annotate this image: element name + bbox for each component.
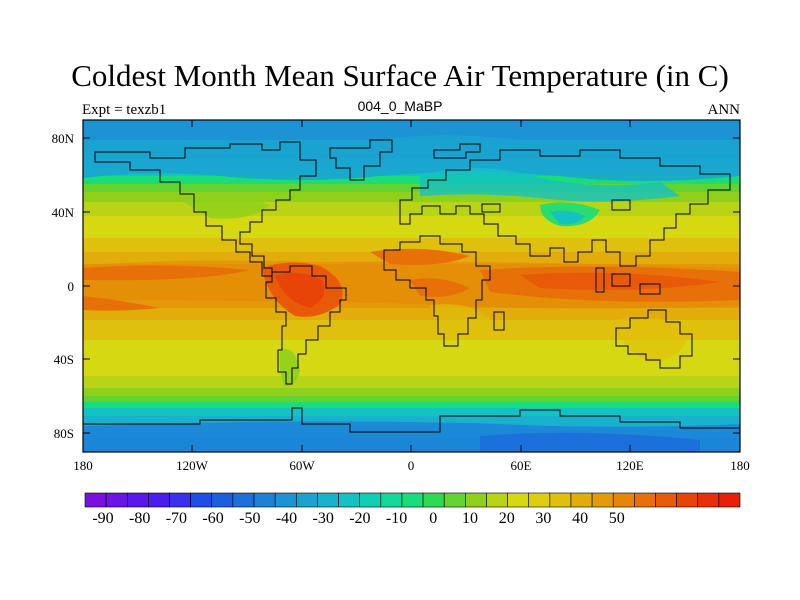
colorbar-box xyxy=(169,492,191,508)
colorbar-box xyxy=(718,492,741,508)
colorbar-label: 0 xyxy=(429,510,438,527)
colorbar-box xyxy=(274,492,297,508)
colorbar-box xyxy=(105,492,128,508)
colorbar-box xyxy=(401,492,424,508)
colorbar-label: 10 xyxy=(462,510,478,527)
lon-tick-120e: 120E xyxy=(616,458,644,473)
colorbar-box xyxy=(148,492,170,508)
lon-tick-60e: 60E xyxy=(510,458,532,473)
season-label: ANN xyxy=(707,102,741,118)
colorbar-box xyxy=(295,492,318,508)
colorbar-label: -80 xyxy=(129,510,151,527)
colorbar-label: -50 xyxy=(239,510,261,527)
colorbar-box xyxy=(84,492,107,508)
colorbar-label: -60 xyxy=(202,510,224,527)
colorbar-box xyxy=(422,492,445,508)
colorbar-label: -10 xyxy=(385,510,408,527)
lat-tick-80n: 80N xyxy=(51,131,74,146)
colorbar-label: -20 xyxy=(349,510,371,527)
lat-tick-80s: 80S xyxy=(53,426,74,441)
colorbar-box xyxy=(591,492,614,508)
colorbar-box xyxy=(317,492,339,508)
colorbar-box xyxy=(676,492,699,508)
colorbar-box xyxy=(507,492,530,508)
colorbar-box xyxy=(253,492,276,508)
colorbar-box xyxy=(359,492,382,508)
colorbar-label: -90 xyxy=(92,510,114,527)
lat-tick-0: 0 xyxy=(67,279,75,294)
colorbar-box xyxy=(655,492,677,508)
colorbar-box xyxy=(612,492,635,508)
lon-tick-0: 0 xyxy=(407,458,415,473)
colorbar-box xyxy=(570,492,593,508)
colorbar-label: 50 xyxy=(608,510,625,527)
time-slice-label: 004_0_MaBP xyxy=(357,98,443,114)
colorbar-label: -30 xyxy=(312,510,334,527)
lon-tick-180e: 180 xyxy=(730,458,750,473)
lat-tick-40n: 40N xyxy=(51,205,74,220)
lon-tick-180w: 180 xyxy=(73,458,93,473)
colorbar-box xyxy=(697,492,720,508)
colorbar-box xyxy=(634,492,656,508)
experiment-label: Expt = texzb1 xyxy=(82,102,167,118)
colorbar-box xyxy=(380,492,403,508)
colorbar xyxy=(84,492,741,508)
lon-tick-120w: 120W xyxy=(176,458,208,473)
colorbar-box xyxy=(528,492,551,508)
colorbar-box xyxy=(126,492,149,508)
coastlines xyxy=(83,139,740,433)
colorbar-label: 40 xyxy=(572,510,589,527)
colorbar-label: 30 xyxy=(535,510,552,527)
colorbar-box xyxy=(465,492,487,508)
lon-tick-60w: 60W xyxy=(289,458,315,473)
page-title: Coldest Month Mean Surface Air Temperatu… xyxy=(71,58,729,93)
colorbar-label: -70 xyxy=(165,510,188,527)
colorbar-box xyxy=(338,492,360,508)
colorbar-box xyxy=(486,492,508,508)
colorbar-box xyxy=(190,492,213,508)
temperature-field xyxy=(83,120,740,452)
tick-marks xyxy=(83,120,740,452)
colorbar-label: -40 xyxy=(275,510,298,527)
colorbar-box xyxy=(549,492,572,508)
colorbar-label: 20 xyxy=(498,510,515,527)
colorbar-box xyxy=(211,492,234,508)
colorbar-box xyxy=(232,492,255,508)
colorbar-box xyxy=(443,492,466,508)
lat-tick-40s: 40S xyxy=(53,352,74,367)
